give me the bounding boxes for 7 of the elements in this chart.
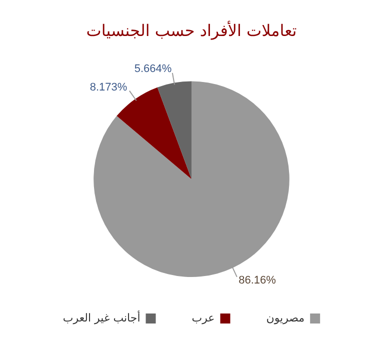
legend-label: أجانب غير العرب xyxy=(62,310,140,324)
data-label: 8.173% xyxy=(90,82,128,94)
legend-label: عرب xyxy=(192,311,215,324)
data-label: 5.664% xyxy=(134,63,172,75)
legend-label: مصريون xyxy=(266,311,305,324)
data-label: 86.16% xyxy=(238,274,276,287)
chart-title: تعاملات الأفراد حسب الجنسيات xyxy=(86,20,297,40)
